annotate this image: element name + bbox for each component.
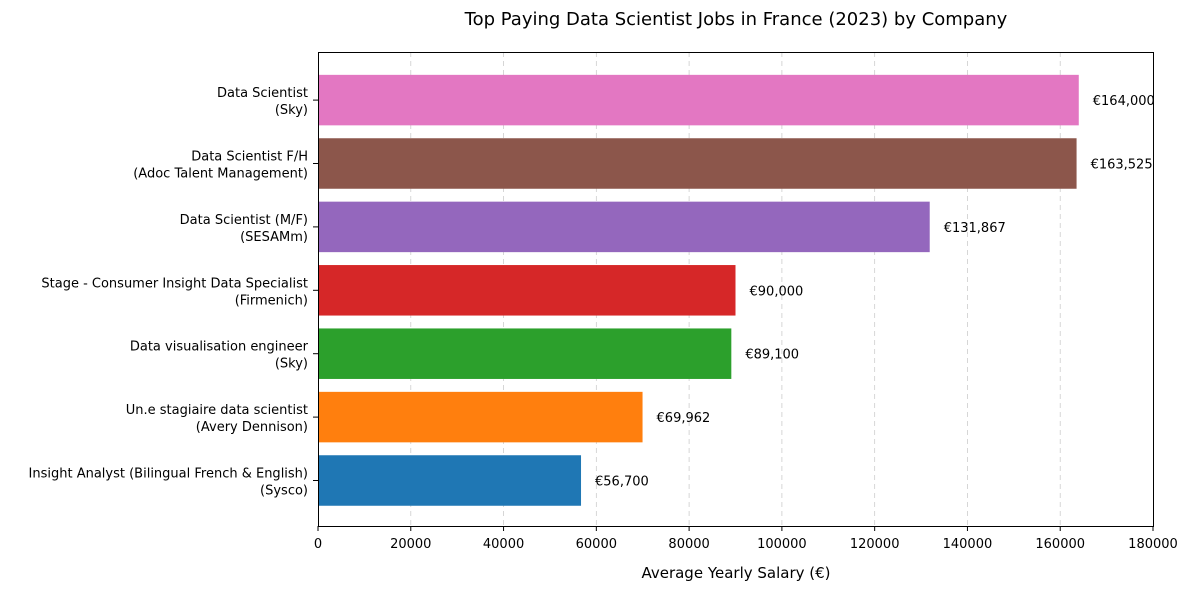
bar: [318, 201, 930, 253]
x-tick-label: 20000: [390, 537, 431, 552]
x-tick-label: 160000: [1035, 537, 1085, 552]
chart-title: Top Paying Data Scientist Jobs in France…: [464, 9, 1008, 30]
category-label-company: (Firmenich): [235, 293, 308, 308]
data-label: €164,000: [1093, 94, 1155, 109]
plot-frame: [318, 52, 1154, 527]
category-label-company: (Sky): [275, 357, 308, 372]
category-label-title: Stage - Consumer Insight Data Specialist: [41, 276, 308, 291]
x-tick-label: 60000: [576, 537, 617, 552]
bar: [318, 455, 582, 506]
category-label-company: (Avery Dennison): [196, 420, 308, 435]
value-labels: €56,700 €69,962 €89,100 €90,000 €131,867 €163…: [595, 94, 1155, 489]
bar: [318, 138, 1077, 189]
data-label: €69,962: [657, 411, 711, 426]
x-tick-label: 40000: [483, 537, 524, 552]
category-label-title: Data Scientist: [217, 86, 308, 101]
category-label-title: Data Scientist F/H: [191, 150, 308, 165]
category-label-company: (Sysco): [260, 484, 308, 499]
category-label-title: Insight Analyst (Bilingual French & Engl…: [29, 467, 308, 482]
data-label: €131,867: [944, 221, 1006, 236]
data-label: €90,000: [750, 284, 804, 299]
category-label-title: Data visualisation engineer: [130, 340, 309, 355]
category-label-title: Data Scientist (M/F): [180, 213, 308, 228]
data-label: €163,525: [1091, 158, 1153, 173]
x-tick-label: 120000: [850, 537, 900, 552]
category-label-company: (Adoc Talent Management): [133, 167, 308, 182]
category-label-company: (SESAMm): [240, 230, 308, 245]
x-tick-label: 140000: [943, 537, 993, 552]
x-tick-label: 100000: [757, 537, 807, 552]
y-axis-categories: Insight Analyst (Bilingual French & Engl…: [29, 86, 318, 499]
data-label: €89,100: [745, 348, 799, 363]
x-axis-label: Average Yearly Salary (€): [641, 564, 830, 582]
category-label-company: (Sky): [275, 103, 308, 118]
bar: [318, 265, 736, 316]
bars: [318, 74, 1079, 506]
bar: [318, 391, 643, 443]
bar: [318, 328, 732, 379]
category-label-title: Un.e stagiaire data scientist: [126, 403, 308, 418]
x-tick-label: 0: [314, 537, 322, 552]
x-tick-label: 180000: [1128, 537, 1178, 552]
x-tick-label: 80000: [668, 537, 709, 552]
bar: [318, 74, 1079, 126]
x-axis-ticks: 0 20000 40000 60000 80000 100000 120000 140000 1…: [314, 526, 1178, 552]
data-label: €56,700: [595, 475, 649, 490]
